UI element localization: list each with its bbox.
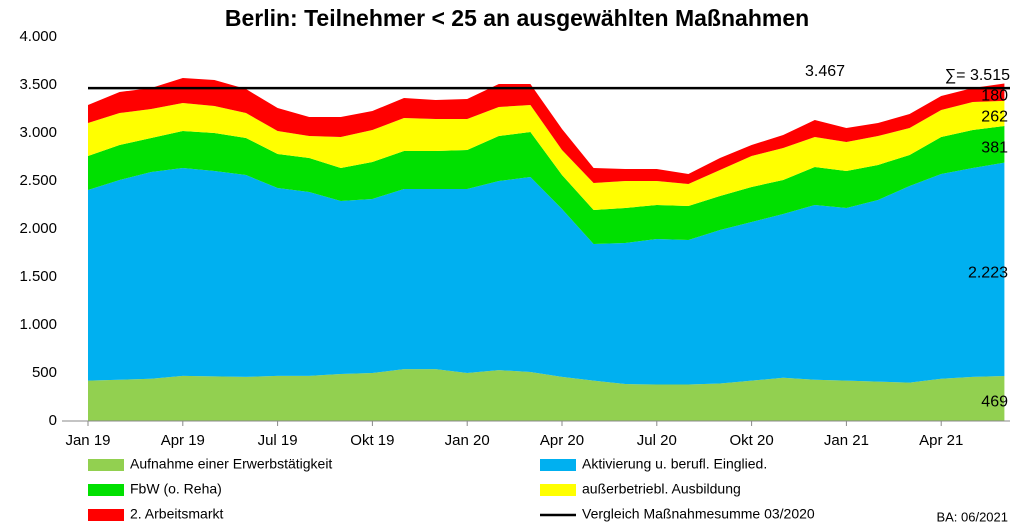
y-tick-label: 3.500 xyxy=(19,76,57,93)
legend-label: FbW (o. Reha) xyxy=(130,481,222,497)
legend-label: Aufnahme einer Erwerbstätigkeit xyxy=(130,456,332,472)
y-tick-label: 2.500 xyxy=(19,172,57,189)
x-tick-label: Jul 20 xyxy=(637,432,677,449)
value-label: 381 xyxy=(981,139,1008,156)
legend-label: Vergleich Maßnahmesumme 03/2020 xyxy=(582,506,815,522)
value-label: 180 xyxy=(981,87,1008,104)
legend-swatch xyxy=(88,459,124,471)
y-tick-label: 1.500 xyxy=(19,268,57,285)
x-tick-label: Okt 19 xyxy=(350,432,394,449)
y-tick-label: 3.000 xyxy=(19,124,57,141)
legend-swatch xyxy=(88,509,124,521)
legend-label: Aktivierung u. berufl. Einglied. xyxy=(582,456,767,472)
y-tick-label: 1.000 xyxy=(19,316,57,333)
legend-label: außerbetriebl. Ausbildung xyxy=(582,481,741,497)
legend-label: 2. Arbeitsmarkt xyxy=(130,506,223,522)
x-tick-label: Apr 19 xyxy=(161,432,205,449)
legend-swatch xyxy=(88,484,124,496)
source: BA: 06/2021 xyxy=(936,509,1008,524)
x-tick-label: Jan 21 xyxy=(824,432,869,449)
x-tick-label: Okt 20 xyxy=(730,432,774,449)
reference-label: 3.467 xyxy=(805,63,845,80)
area xyxy=(88,125,1005,244)
value-label: 262 xyxy=(981,109,1008,126)
total-annotation: ∑= 3.515 xyxy=(945,67,1010,84)
value-label: 2.223 xyxy=(968,264,1008,281)
value-label: 469 xyxy=(981,394,1008,411)
y-tick-label: 4.000 xyxy=(19,28,57,45)
y-tick-label: 500 xyxy=(32,364,57,381)
area xyxy=(88,100,1005,210)
area xyxy=(88,369,1005,421)
y-tick-label: 0 xyxy=(49,412,57,429)
chart-title: Berlin: Teilnehmer < 25 an ausgewählten … xyxy=(225,5,809,31)
x-tick-label: Jan 19 xyxy=(65,432,110,449)
x-tick-label: Apr 20 xyxy=(540,432,584,449)
x-tick-label: Jan 20 xyxy=(445,432,490,449)
legend-swatch xyxy=(540,484,576,496)
x-tick-label: Apr 21 xyxy=(919,432,963,449)
legend-swatch xyxy=(540,459,576,471)
y-tick-label: 2.000 xyxy=(19,220,57,237)
x-tick-label: Jul 19 xyxy=(258,432,298,449)
area xyxy=(88,162,1005,385)
